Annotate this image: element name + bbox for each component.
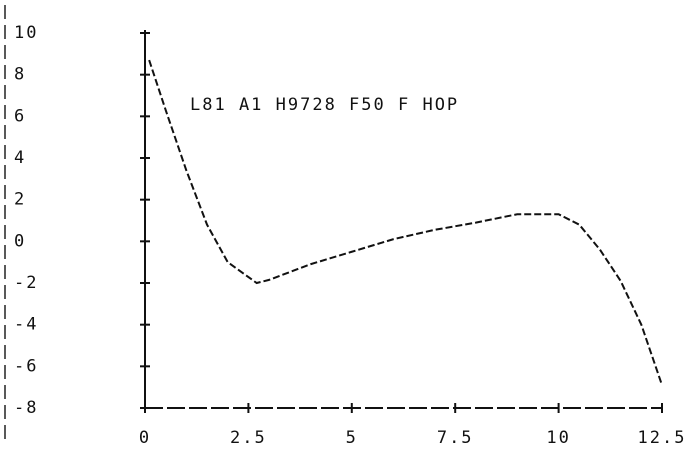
line-series [148,59,663,386]
y-tick-label: 8 [14,65,26,85]
y-tick-label: -4 [14,315,38,335]
annotation: L81 A1 H9728 F50 F HOP [190,95,459,115]
y-tick-label: -2 [14,273,38,293]
x-tick-label: 7.5 [437,428,474,448]
y-tick-label: -8 [14,398,38,418]
y-tick-label: 6 [14,106,26,126]
y-tick-label: 0 [14,231,26,251]
y-tick-label: 4 [14,148,26,168]
x-tick-label: 10 [546,428,570,448]
x-tick-label: 0 [139,428,151,448]
y-tick-label: -6 [14,356,38,376]
x-tick-label: 5 [346,428,358,448]
y-tick-label: 10 [14,23,38,43]
x-tick-label: 12.5 [638,428,687,448]
x-tick-label: 2.5 [230,428,267,448]
y-tick-label: 2 [14,190,26,210]
